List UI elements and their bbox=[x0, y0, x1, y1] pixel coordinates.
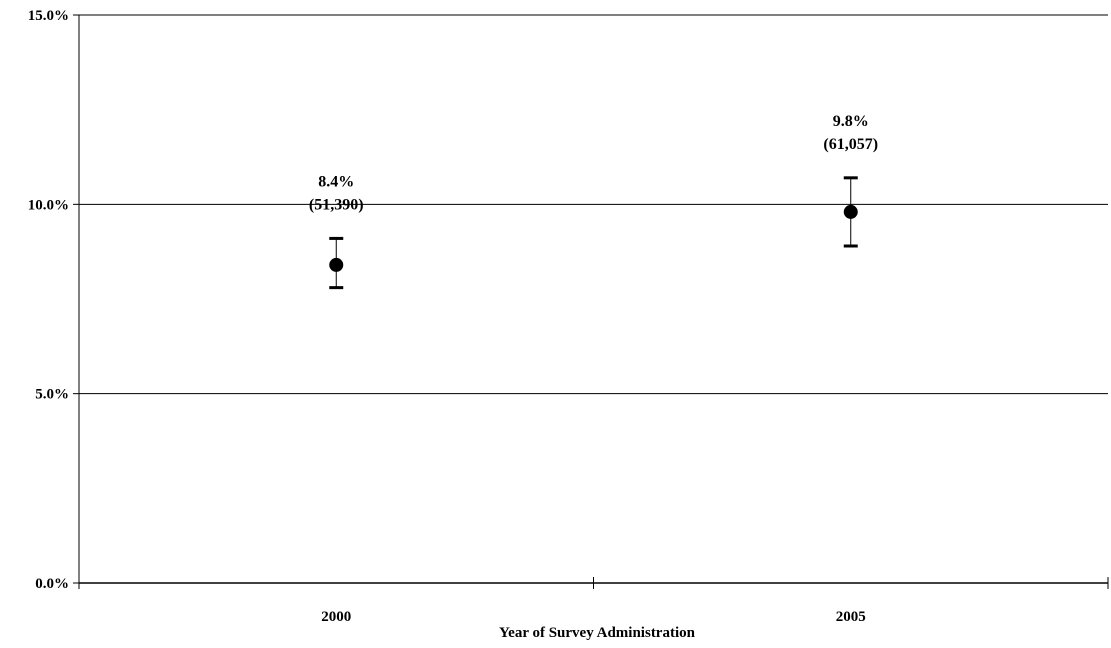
count-label-1: (61,057) bbox=[823, 136, 878, 153]
count-label-0: (51,390) bbox=[309, 196, 364, 213]
marks-layer bbox=[329, 176, 858, 290]
value-label-1: 9.8% bbox=[833, 113, 869, 130]
x-axis-title: Year of Survey Administration bbox=[499, 625, 696, 641]
x-tick-label-0: 2000 bbox=[321, 609, 351, 625]
labels-layer: 0.0% 5.0% 10.0% 15.0% 2000 2005 8.4% (51,390) 9.… bbox=[28, 8, 878, 625]
y-tick-label-3: 15.0% bbox=[28, 8, 69, 24]
y-tick-label-2: 10.0% bbox=[28, 197, 69, 213]
x-tick-label-1: 2005 bbox=[836, 609, 866, 625]
data-point-0 bbox=[329, 257, 344, 272]
axis-layer bbox=[73, 14, 1109, 589]
y-tick-label-0: 0.0% bbox=[35, 576, 69, 592]
value-label-0: 8.4% bbox=[318, 173, 354, 190]
y-tick-label-1: 5.0% bbox=[35, 387, 69, 403]
grid-layer bbox=[79, 14, 1108, 395]
data-point-1 bbox=[843, 204, 858, 219]
